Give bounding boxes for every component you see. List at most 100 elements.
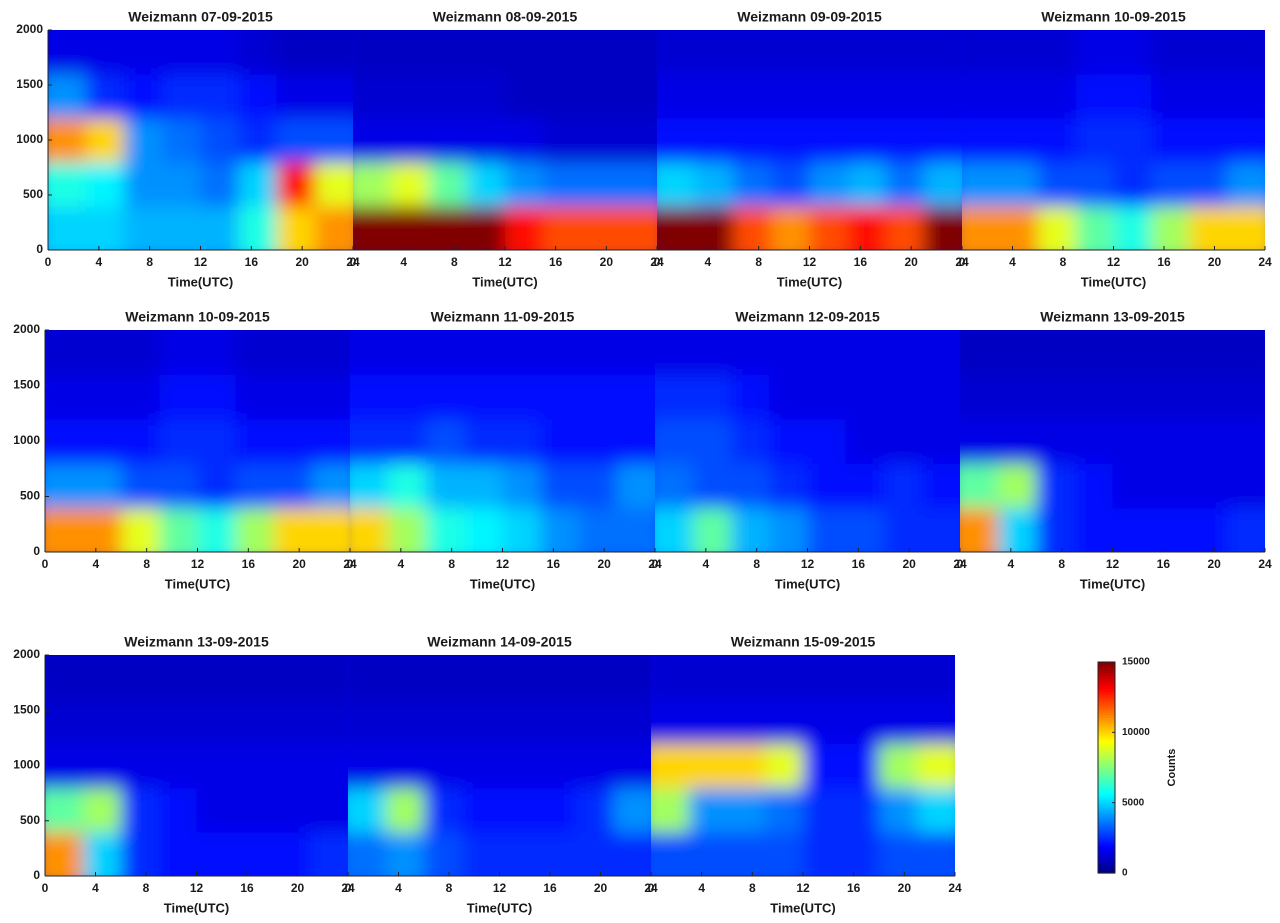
heatmap-cell	[655, 330, 694, 375]
heatmap-cell	[1075, 74, 1114, 119]
heatmap-cell	[845, 463, 885, 509]
heatmap-cell	[917, 655, 955, 700]
heatmap-cell	[616, 330, 655, 375]
heatmap-cell	[158, 743, 197, 789]
x-tick-label: 4	[400, 255, 407, 269]
heatmap-cell	[120, 787, 160, 833]
heatmap-cell	[731, 463, 770, 509]
x-axis-label: Time(UTC)	[467, 900, 532, 915]
heatmap-cell	[803, 743, 842, 789]
heatmap-cell	[619, 162, 657, 207]
heatmap-cell	[391, 206, 430, 250]
heatmap-cell	[235, 374, 275, 420]
heatmap-cell	[616, 418, 655, 464]
heatmap-cell	[1188, 463, 1228, 509]
heatmap-cell	[575, 655, 614, 700]
colorbar-tick-label: 15000	[1122, 657, 1150, 668]
y-tick-label: 0	[33, 868, 40, 882]
heatmap-cell	[619, 74, 657, 119]
heatmap-cell	[429, 118, 468, 163]
heatmap-cell	[537, 655, 576, 700]
heatmap-cell	[120, 831, 160, 876]
heatmap-cell	[158, 787, 197, 833]
heatmap-cell	[809, 74, 849, 119]
heatmap-field	[48, 30, 353, 250]
heatmap-cell	[960, 418, 999, 464]
heatmap-cell	[45, 418, 84, 464]
x-tick-label: 0	[652, 557, 659, 571]
x-tick-label: 20	[898, 881, 912, 895]
heatmap-cell	[1112, 463, 1152, 509]
heatmap-cell	[1150, 418, 1190, 464]
panel-title: Weizmann 15-09-2015	[731, 634, 876, 650]
heatmap-cell	[310, 743, 348, 789]
heatmap-cell	[1226, 418, 1265, 464]
heatmap-cell	[1037, 206, 1077, 250]
x-tick-label: 20	[1207, 557, 1221, 571]
heatmap-cell	[423, 655, 463, 700]
x-tick-label: 12	[1107, 255, 1121, 269]
heatmap-cell	[841, 655, 880, 700]
heatmap-field	[651, 655, 955, 876]
heatmap-field	[45, 655, 348, 876]
heatmap-cell	[769, 374, 808, 420]
heatmap-cell	[499, 831, 538, 876]
heatmap-cell	[575, 831, 614, 876]
heatmap-cell	[48, 30, 87, 75]
heatmap-cell	[238, 118, 278, 163]
heatmap-cell	[350, 330, 389, 375]
heatmap-cell	[543, 118, 582, 163]
heatmap-cell	[423, 699, 463, 744]
heatmap-cell	[200, 30, 240, 75]
colorbar-frame	[1097, 661, 1116, 874]
heatmap-cell	[923, 30, 962, 75]
heatmap-cell	[807, 507, 847, 552]
heatmap-cell	[809, 30, 849, 75]
heatmap-cell	[45, 831, 84, 876]
panel-title: Weizmann 11-09-2015	[431, 309, 575, 325]
heatmap-cell	[616, 374, 655, 420]
heatmap-cell	[86, 206, 125, 250]
x-tick-label: 0	[648, 881, 655, 895]
heatmap-cell	[1036, 418, 1075, 464]
heatmap-cell	[883, 330, 923, 375]
heatmap-cell	[1037, 162, 1077, 207]
heatmap-cell	[619, 30, 657, 75]
heatmap-cell	[45, 463, 84, 509]
y-tick-label: 2000	[13, 322, 40, 336]
heatmap-cell	[771, 118, 810, 163]
heatmap-cell	[350, 507, 389, 552]
y-tick-label: 500	[23, 187, 43, 201]
x-tick-label: 20	[594, 881, 608, 895]
heatmap-cell	[158, 655, 197, 700]
heatmap-cell	[807, 330, 847, 375]
heatmap-cell	[45, 699, 84, 744]
x-tick-label: 16	[1157, 557, 1171, 571]
heatmap-cell	[1075, 162, 1114, 207]
panel	[353, 30, 657, 250]
heatmap-cell	[578, 330, 618, 375]
heatmap-cell	[885, 30, 925, 75]
x-axis-label: Time(UTC)	[165, 576, 230, 591]
x-tick-label: 0	[957, 557, 964, 571]
heatmap-cell	[83, 463, 122, 509]
heatmap-cell	[426, 418, 465, 464]
heatmap-cell	[771, 30, 810, 75]
heatmap-cell	[657, 74, 696, 119]
heatmap-cell	[960, 374, 999, 420]
heatmap-cell	[45, 374, 84, 420]
colorbar	[1098, 662, 1115, 874]
panel-title: Weizmann 10-09-2015	[125, 309, 270, 325]
x-axis-label: Time(UTC)	[1081, 274, 1146, 289]
x-tick-label: 0	[654, 255, 661, 269]
colorbar-tick-label: 0	[1122, 868, 1128, 879]
heatmap-cell	[695, 30, 734, 75]
heatmap-cell	[197, 330, 237, 375]
x-tick-label: 0	[42, 557, 49, 571]
heatmap-cell	[771, 162, 810, 207]
x-tick-label: 4	[702, 557, 709, 571]
heatmap-cell	[82, 787, 122, 833]
heatmap-cell	[613, 655, 651, 700]
heatmap-cell	[543, 206, 582, 250]
heatmap-cell	[578, 463, 618, 509]
